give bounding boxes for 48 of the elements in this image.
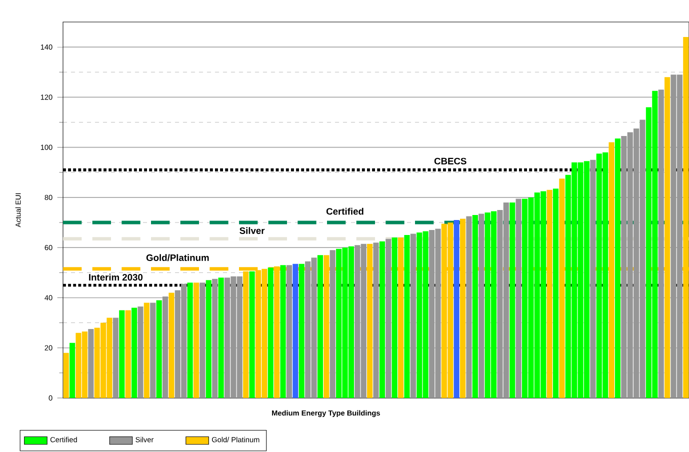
bar bbox=[168, 292, 174, 398]
bar bbox=[162, 296, 168, 398]
bar bbox=[454, 220, 460, 398]
bar bbox=[193, 282, 200, 398]
bar bbox=[249, 271, 255, 398]
ref-line-label: Certified bbox=[326, 208, 364, 215]
bar bbox=[386, 238, 392, 398]
bar bbox=[125, 310, 131, 398]
bar bbox=[144, 302, 150, 398]
bar bbox=[119, 310, 125, 398]
bar bbox=[510, 202, 516, 398]
bar bbox=[590, 160, 596, 398]
bar bbox=[63, 352, 69, 398]
bar bbox=[552, 188, 559, 398]
ref-line-label: Silver bbox=[240, 227, 265, 234]
bar bbox=[330, 250, 336, 398]
bar bbox=[373, 242, 379, 398]
bar bbox=[292, 264, 298, 398]
bar bbox=[472, 215, 478, 398]
bar bbox=[516, 198, 522, 398]
bar bbox=[200, 282, 206, 398]
bar bbox=[379, 241, 385, 398]
bar bbox=[138, 306, 144, 398]
bar bbox=[410, 234, 416, 398]
bar bbox=[131, 308, 138, 398]
bar bbox=[156, 300, 162, 398]
bar bbox=[317, 255, 324, 398]
bar bbox=[614, 138, 621, 398]
bar bbox=[70, 342, 76, 398]
bar bbox=[150, 302, 156, 398]
bar bbox=[112, 318, 118, 398]
bar bbox=[187, 282, 193, 398]
bar bbox=[212, 278, 218, 398]
ref-line-label: Gold/Platinum bbox=[146, 254, 209, 262]
bar bbox=[206, 280, 212, 398]
ref-line-label: Interim 2030 bbox=[89, 274, 143, 281]
bar bbox=[280, 265, 286, 398]
bar bbox=[392, 238, 398, 398]
bar bbox=[88, 329, 94, 398]
bar bbox=[218, 278, 224, 398]
bar bbox=[286, 265, 292, 398]
bar bbox=[298, 264, 304, 398]
bar bbox=[658, 90, 664, 398]
bar bbox=[404, 235, 410, 398]
ref-line-label: CBECS bbox=[434, 158, 466, 164]
bar bbox=[478, 214, 484, 398]
bar bbox=[466, 216, 472, 398]
bar bbox=[268, 268, 274, 398]
